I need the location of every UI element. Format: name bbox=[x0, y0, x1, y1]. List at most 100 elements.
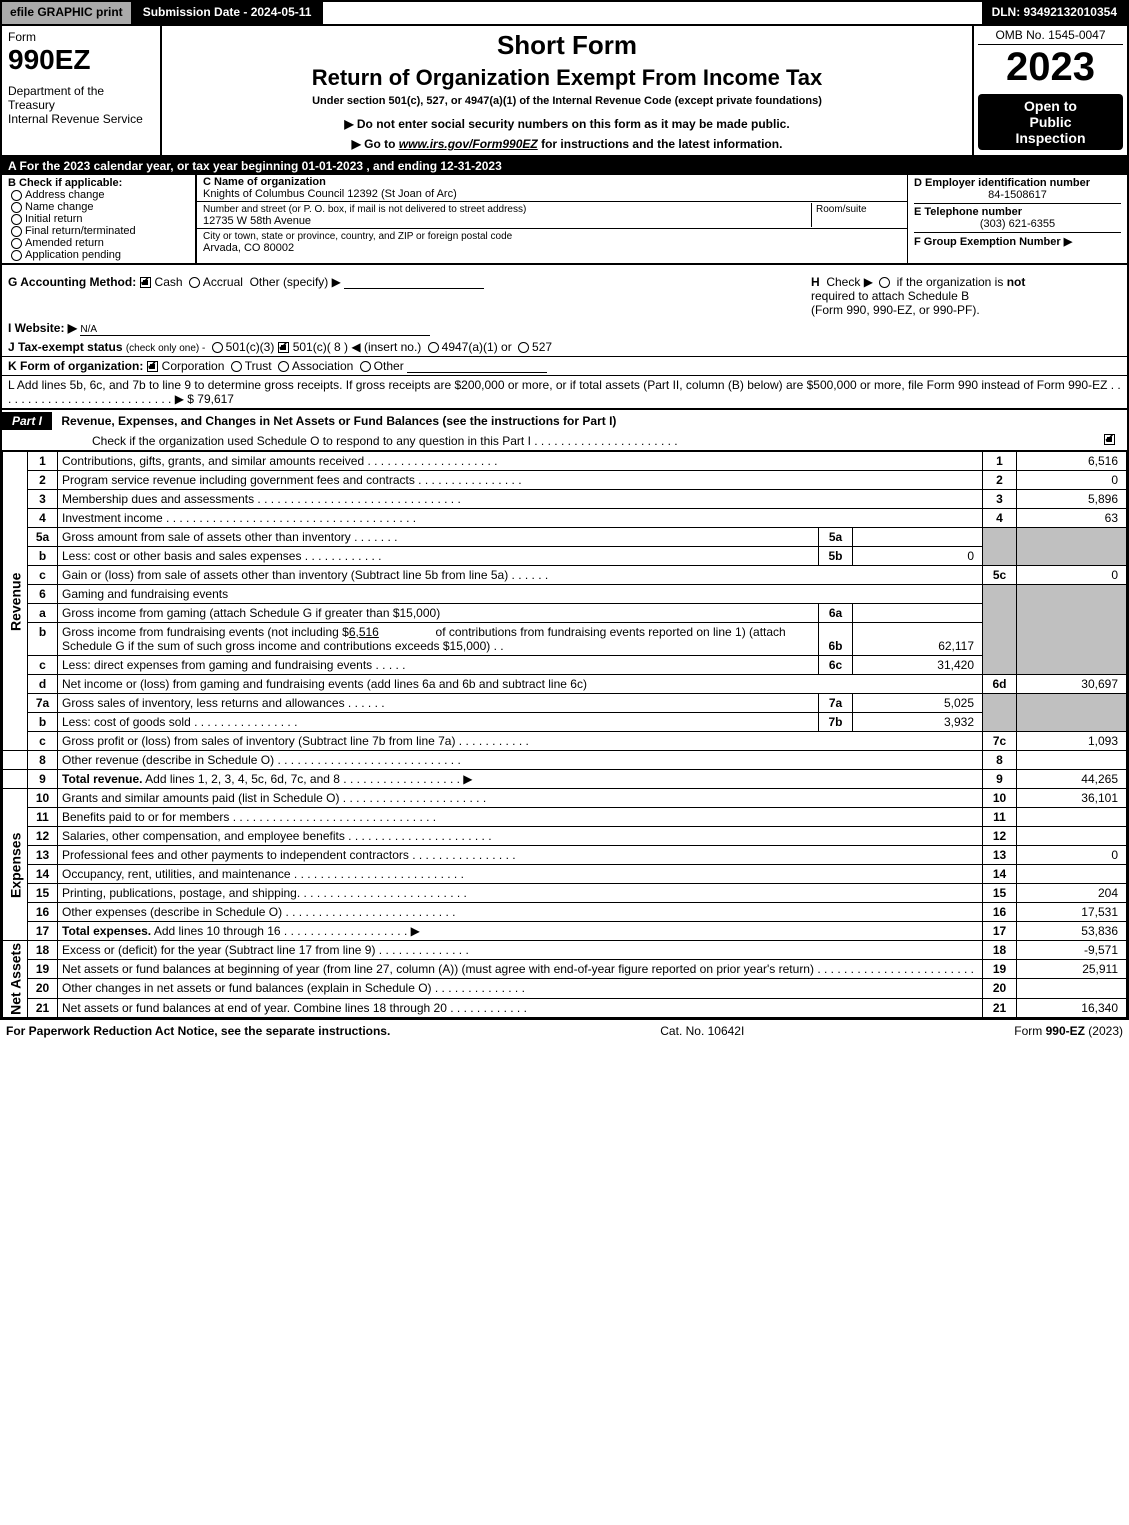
line-20-num: 20 bbox=[28, 979, 58, 998]
short-form-title: Short Form bbox=[168, 30, 966, 61]
dept-treasury: Department of the Treasury bbox=[8, 84, 154, 112]
line-1-amt: 6,516 bbox=[1017, 452, 1127, 471]
j-501c3-radio[interactable] bbox=[212, 342, 223, 353]
section-gh: G Accounting Method: Cash Accrual Other … bbox=[0, 265, 1129, 319]
d-lbl: D Employer identification number bbox=[914, 177, 1121, 189]
b-item-label: Final return/terminated bbox=[25, 225, 136, 237]
l-value: 79,617 bbox=[197, 392, 234, 406]
goto-post: for instructions and the latest informat… bbox=[538, 137, 783, 151]
section-i: I Website: ▶ N/A bbox=[0, 319, 1129, 338]
line-13-ref: 13 bbox=[983, 846, 1017, 865]
line-9-text: Total revenue. Add lines 1, 2, 3, 4, 5c,… bbox=[58, 770, 983, 789]
j-527-radio[interactable] bbox=[518, 342, 529, 353]
k-corp: Corporation bbox=[162, 359, 225, 373]
line-18-amt: -9,571 bbox=[1017, 941, 1127, 960]
line-6c-subamt: 31,420 bbox=[853, 656, 983, 675]
footer-mid: Cat. No. 10642I bbox=[660, 1024, 744, 1038]
line-8-num: 8 bbox=[28, 751, 58, 770]
line-5b-num: b bbox=[28, 547, 58, 566]
line-6d-ref: 6d bbox=[983, 675, 1017, 694]
footer-year: (2023) bbox=[1085, 1024, 1123, 1038]
line-21-text: Net assets or fund balances at end of ye… bbox=[58, 998, 983, 1017]
irs-label: Internal Revenue Service bbox=[8, 112, 154, 126]
line-18-ref: 18 bbox=[983, 941, 1017, 960]
form-header: Form 990EZ Department of the Treasury In… bbox=[0, 26, 1129, 157]
h-txt3: required to attach Schedule B bbox=[811, 289, 969, 303]
k-corp-checkbox[interactable] bbox=[147, 361, 158, 372]
e-lbl: E Telephone number bbox=[914, 203, 1121, 218]
line-10-text: Grants and similar amounts paid (list in… bbox=[58, 789, 983, 808]
line-14-ref: 14 bbox=[983, 865, 1017, 884]
line-5b-sub: 5b bbox=[819, 547, 853, 566]
accrual-label: Accrual bbox=[203, 275, 243, 289]
under-section: Under section 501(c), 527, or 4947(a)(1)… bbox=[168, 95, 966, 107]
omb-number: OMB No. 1545-0047 bbox=[978, 28, 1123, 45]
room-suite-lbl: Room/suite bbox=[816, 204, 867, 215]
line-3-amt: 5,896 bbox=[1017, 490, 1127, 509]
line-15-amt: 204 bbox=[1017, 884, 1127, 903]
line-6c-num: c bbox=[28, 656, 58, 675]
net-assets-sidebar: Net Assets bbox=[3, 941, 28, 1018]
j-4947-radio[interactable] bbox=[428, 342, 439, 353]
line-6a-num: a bbox=[28, 604, 58, 623]
b-item-label: Amended return bbox=[25, 237, 104, 249]
j-501c-checkbox[interactable] bbox=[278, 342, 289, 353]
b-item-final: Final return/terminated bbox=[8, 225, 189, 237]
revenue-sidebar: Revenue bbox=[3, 452, 28, 751]
form-number: 990EZ bbox=[8, 44, 154, 76]
line-9-num: 9 bbox=[28, 770, 58, 789]
open-line3: Inspection bbox=[982, 130, 1119, 146]
line-3-ref: 3 bbox=[983, 490, 1017, 509]
submission-date: Submission Date - 2024-05-11 bbox=[133, 2, 324, 24]
irs-link[interactable]: www.irs.gov/Form990EZ bbox=[399, 137, 538, 151]
line-6-text: Gaming and fundraising events bbox=[58, 585, 983, 604]
j-4947: 4947(a)(1) or bbox=[442, 340, 512, 354]
line-5b-text: Less: cost or other basis and sales expe… bbox=[58, 547, 819, 566]
line-1-num: 1 bbox=[28, 452, 58, 471]
line-7b-text: Less: cost of goods sold . . . . . . . .… bbox=[58, 713, 819, 732]
line-1-ref: 1 bbox=[983, 452, 1017, 471]
ein-value: 84-1508617 bbox=[914, 189, 1121, 201]
accrual-radio[interactable] bbox=[189, 277, 200, 288]
cash-label: Cash bbox=[155, 275, 183, 289]
k-other-radio[interactable] bbox=[360, 361, 371, 372]
line-7a-num: 7a bbox=[28, 694, 58, 713]
h-txt2: if the organization is bbox=[897, 275, 1004, 289]
k-assoc-radio[interactable] bbox=[278, 361, 289, 372]
part-1-schedule-o-checkbox[interactable] bbox=[1104, 434, 1115, 445]
line-13-text: Professional fees and other payments to … bbox=[58, 846, 983, 865]
b-item-label: Initial return bbox=[25, 213, 82, 225]
line-16-num: 16 bbox=[28, 903, 58, 922]
line-6c-text: Less: direct expenses from gaming and fu… bbox=[58, 656, 819, 675]
line-6a-text: Gross income from gaming (attach Schedul… bbox=[58, 604, 819, 623]
line-9-amt: 44,265 bbox=[1017, 770, 1127, 789]
j-lbl: J Tax-exempt status bbox=[8, 340, 123, 354]
j-501c3: 501(c)(3) bbox=[226, 340, 275, 354]
line-7b-sub: 7b bbox=[819, 713, 853, 732]
line-13-num: 13 bbox=[28, 846, 58, 865]
line-14-amt bbox=[1017, 865, 1127, 884]
cash-checkbox[interactable] bbox=[140, 277, 151, 288]
section-l: L Add lines 5b, 6c, and 7b to line 9 to … bbox=[0, 376, 1129, 410]
efile-print-button[interactable]: efile GRAPHIC print bbox=[2, 2, 133, 24]
website-value: N/A bbox=[80, 324, 97, 335]
line-2-ref: 2 bbox=[983, 471, 1017, 490]
h-radio[interactable] bbox=[879, 277, 890, 288]
c-street-lbl: Number and street (or P. O. box, if mail… bbox=[203, 204, 526, 215]
line-7c-ref: 7c bbox=[983, 732, 1017, 751]
j-501c: 501(c)( 8 ) ◀ (insert no.) bbox=[293, 340, 422, 354]
line-7a-sub: 7a bbox=[819, 694, 853, 713]
line-18-num: 18 bbox=[28, 941, 58, 960]
line-19-ref: 19 bbox=[983, 960, 1017, 979]
k-trust-radio[interactable] bbox=[231, 361, 242, 372]
other-label: Other (specify) ▶ bbox=[250, 275, 341, 289]
line-5a-sub: 5a bbox=[819, 528, 853, 547]
line-12-amt bbox=[1017, 827, 1127, 846]
line-21-amt: 16,340 bbox=[1017, 998, 1127, 1017]
line-11-amt bbox=[1017, 808, 1127, 827]
footer-left: For Paperwork Reduction Act Notice, see … bbox=[6, 1024, 390, 1038]
open-public-box: Open to Public Inspection bbox=[978, 94, 1123, 150]
line-5a-subamt bbox=[853, 528, 983, 547]
expenses-sidebar: Expenses bbox=[3, 789, 28, 941]
k-other: Other bbox=[374, 359, 404, 373]
